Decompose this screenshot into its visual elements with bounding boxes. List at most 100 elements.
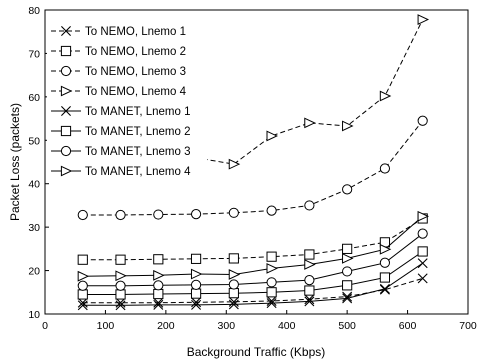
data-point (379, 272, 391, 283)
data-point (266, 295, 277, 306)
data-point (342, 253, 354, 264)
legend-entry: To MANET, Lnemo 1 (51, 106, 190, 118)
data-point (304, 294, 315, 305)
legend-entry: To MANET, Lnemo 4 (51, 165, 191, 178)
legend-entry: To NEMO, Lnemo 3 (51, 65, 186, 78)
data-point (304, 275, 315, 286)
data-point (153, 280, 164, 291)
y-tick-label: 80 (28, 5, 40, 17)
data-point (115, 254, 126, 265)
legend: To NEMO, Lnemo 1 To NEMO, Lnemo 2 To NEMO,… (51, 26, 191, 178)
x-tick-label: 0 (42, 320, 48, 332)
data-point (190, 279, 202, 291)
legend-entry: To MANET, Lnemo 2 (51, 125, 190, 138)
legend-label: To NEMO, Lnemo 2 (85, 46, 186, 58)
data-point (304, 296, 315, 307)
data-point (266, 298, 277, 309)
data-point (77, 270, 90, 282)
data-point (266, 251, 277, 262)
data-point (266, 277, 277, 288)
series-5 (77, 258, 428, 311)
series-line (82, 277, 423, 304)
legend-entry: To NEMO, Lnemo 4 (51, 85, 187, 98)
series-3 (77, 115, 428, 221)
x-tick-label: 100 (97, 320, 115, 332)
data-point (342, 120, 354, 132)
data-point (417, 210, 430, 222)
legend-marker (61, 106, 71, 116)
legend-marker (60, 85, 73, 97)
data-point (304, 249, 315, 260)
data-point (342, 266, 353, 277)
data-point (342, 243, 353, 254)
data-point (190, 288, 202, 299)
data-point (153, 269, 165, 281)
data-point (228, 288, 239, 299)
legend-entry: To NEMO, Lnemo 2 (51, 45, 186, 58)
data-point (304, 285, 315, 296)
series-line (82, 218, 423, 261)
data-point (153, 288, 164, 300)
data-point (228, 207, 239, 218)
data-point (342, 291, 353, 302)
axis-ticks: 0 100 200 300 400 500 600 700 10 20 30 40 50 60 70 80 (28, 5, 477, 332)
data-point (77, 254, 88, 265)
data-point (190, 253, 202, 264)
legend-marker (60, 125, 72, 137)
data-point (417, 115, 428, 126)
legend-marker (61, 26, 71, 36)
data-point (228, 299, 239, 310)
series-line (82, 251, 423, 295)
data-point (304, 259, 316, 270)
series-8 (77, 210, 430, 282)
legend-entry: To MANET, Lnemo 3 (51, 145, 190, 158)
y-tick-label: 40 (28, 179, 40, 191)
legend-marker (60, 145, 72, 157)
data-point (77, 289, 88, 300)
plot-frame (44, 9, 469, 315)
y-tick-label: 60 (28, 92, 40, 104)
legend-label: To MANET, Lnemo 2 (85, 126, 190, 138)
data-point (342, 293, 353, 304)
data-point (379, 283, 390, 294)
data-point (115, 280, 126, 291)
data-point (417, 14, 430, 25)
series-line (82, 120, 424, 216)
y-tick-label: 50 (28, 135, 40, 147)
legend-label: To MANET, Lnemo 3 (85, 146, 190, 158)
data-point (228, 279, 239, 290)
legend-label: To NEMO, Lnemo 1 (85, 26, 186, 38)
series-line (82, 215, 424, 277)
series-1 (77, 273, 428, 308)
legend-background (47, 14, 207, 180)
data-point (115, 209, 126, 221)
x-tick-label: 200 (157, 320, 175, 332)
data-point (77, 209, 88, 221)
y-tick-label: 70 (28, 48, 40, 60)
data-point (190, 209, 202, 220)
legend-entry: To NEMO, Lnemo 1 (51, 26, 186, 38)
x-axis-label: Background Traffic (Kbps) (187, 345, 326, 359)
data-point (191, 299, 202, 310)
data-point (266, 205, 277, 216)
data-point (266, 263, 278, 274)
data-point (153, 299, 164, 310)
data-point (115, 270, 127, 282)
series-2 (77, 213, 428, 265)
y-axis-label: Packet Loss (packets) (8, 103, 22, 221)
data-point (77, 280, 88, 291)
x-tick-label: 700 (459, 320, 477, 332)
data-point (417, 228, 428, 239)
data-point (417, 273, 428, 284)
data-point (342, 184, 353, 195)
y-tick-label: 30 (28, 222, 40, 234)
data-point (266, 287, 277, 298)
y-tick-label: 20 (28, 266, 40, 278)
data-point (417, 258, 428, 269)
data-point (379, 257, 391, 268)
data-point (379, 243, 392, 255)
data-point (228, 253, 239, 264)
legend-label: To MANET, Lnemo 1 (85, 106, 190, 118)
data-point (77, 300, 88, 311)
data-point (115, 289, 126, 300)
